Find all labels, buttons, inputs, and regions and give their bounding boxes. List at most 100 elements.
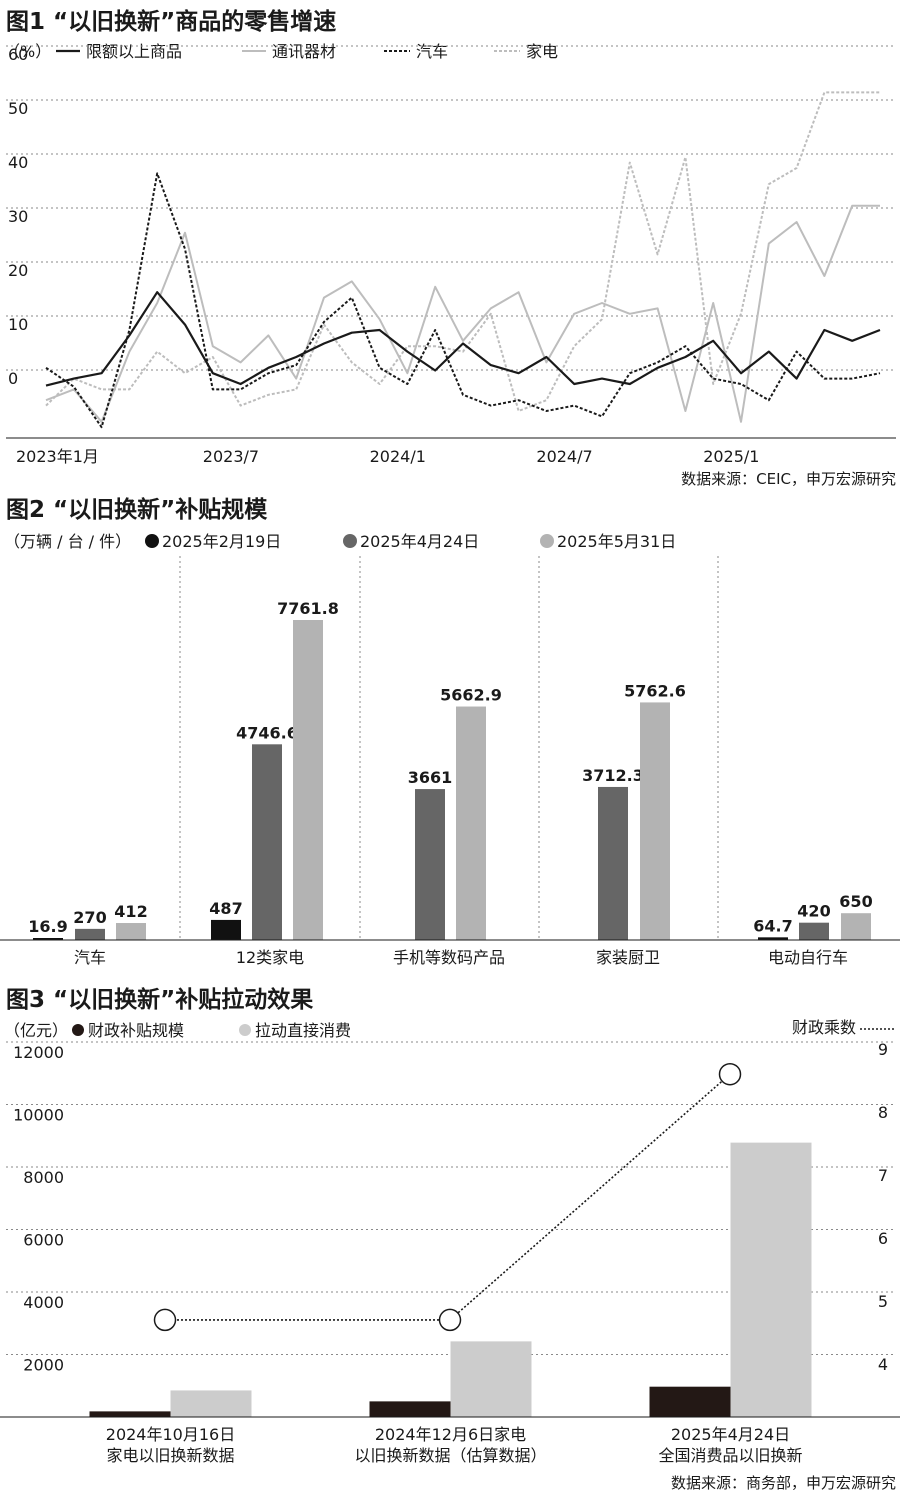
data-label: 420 [797, 902, 830, 921]
figure1-legend: 限额以上商品 通讯器材 汽车 家电 [56, 42, 558, 61]
legend-label-multiplier: 财政乘数 [792, 1018, 856, 1037]
category-label: 2024年12月6日家电 [375, 1425, 526, 1444]
legend-label-retail: 限额以上商品 [86, 42, 182, 61]
figure1: 图1 “以旧换新”商品的零售增速 （%） 限额以上商品 通讯器材 汽车 家电 6… [4, 8, 896, 488]
bar [799, 922, 829, 940]
y-right-tick-label: 6 [878, 1229, 888, 1248]
bar [211, 919, 241, 940]
data-label: 650 [839, 892, 872, 911]
figure2-unit: （万辆 / 台 / 件） [4, 532, 131, 551]
legend-dot-apr24 [343, 534, 357, 548]
multiplier-line [165, 1073, 731, 1321]
series-line-2 [45, 172, 881, 429]
data-label: 412 [114, 902, 147, 921]
legend-label-appliance: 家电 [526, 42, 558, 61]
bar [450, 1341, 532, 1417]
x-tick-label: 2023年1月 [16, 447, 99, 466]
data-label: 487 [209, 899, 242, 918]
bar [730, 1142, 812, 1417]
legend-label-may31: 2025年5月31日 [557, 532, 676, 551]
figure3-y-axis-left: 12000 10000 8000 6000 4000 2000 [13, 1043, 64, 1375]
y-left-tick-label: 10000 [13, 1106, 64, 1125]
category-label: 以旧换新数据（估算数据） [354, 1446, 546, 1465]
y-left-tick-label: 4000 [23, 1293, 64, 1312]
y-tick-label: 30 [8, 207, 28, 226]
figure1-plot-area [45, 91, 881, 429]
figure3-multiplier-line [153, 1062, 742, 1332]
y-right-tick-label: 8 [878, 1103, 888, 1122]
figure2-x-axis: 汽车 12类家电 手机等数码产品 家装厨卫 电动自行车 [74, 948, 848, 967]
data-label: 5762.6 [624, 681, 686, 700]
bar [170, 1390, 252, 1417]
bar [649, 1386, 731, 1417]
figure3-unit: （亿元） [4, 1021, 68, 1040]
data-label: 3661 [408, 768, 453, 787]
figure3-legend: 财政补贴规模 拉动直接消费 财政乘数 [72, 1018, 896, 1040]
figure3: 图3 “以旧换新”补贴拉动效果 （亿元） 财政补贴规模 拉动直接消费 财政乘数 … [0, 986, 900, 1492]
data-label: 3712.3 [582, 766, 644, 785]
legend-dot-may31 [540, 534, 554, 548]
bar [640, 702, 670, 940]
y-right-tick-label: 5 [878, 1292, 888, 1311]
bar [33, 938, 63, 940]
category-label: 12类家电 [236, 948, 304, 967]
bar [841, 913, 871, 940]
data-label: 270 [73, 908, 106, 927]
bar [116, 923, 146, 940]
multiplier-point [438, 1308, 462, 1332]
y-left-tick-label: 6000 [23, 1231, 64, 1250]
bar [369, 1401, 451, 1417]
legend-label-consumption: 拉动直接消费 [255, 1021, 351, 1040]
x-tick-label: 2025/1 [703, 447, 759, 466]
x-tick-label: 2023/7 [203, 447, 259, 466]
y-left-tick-label: 2000 [23, 1356, 64, 1375]
figure1-source: 数据来源：CEIC，申万宏源研究 [681, 470, 896, 488]
figure2-legend: 2025年2月19日 2025年4月24日 2025年5月31日 [145, 532, 676, 551]
figure2-separators [179, 556, 719, 940]
category-label: 2025年4月24日 [671, 1425, 790, 1444]
series-line-0 [45, 291, 881, 387]
y-tick-label: 10 [8, 315, 28, 334]
multiplier-point [718, 1062, 742, 1086]
y-tick-label: 60 [8, 45, 28, 64]
legend-label-apr24: 2025年4月24日 [360, 532, 479, 551]
category-label: 家电以旧换新数据 [106, 1446, 234, 1465]
legend-dot-consumption [239, 1024, 251, 1036]
data-label: 4746.6 [236, 723, 298, 742]
figure2: 图2 “以旧换新”补贴规模 （万辆 / 台 / 件） 2025年2月19日 20… [0, 496, 900, 967]
legend-label-feb19: 2025年2月19日 [162, 532, 281, 551]
y-tick-label: 40 [8, 153, 28, 172]
legend-dot-feb19 [145, 534, 159, 548]
multiplier-point [153, 1308, 177, 1332]
data-label: 16.9 [28, 917, 67, 936]
category-label: 2024年10月16日 [106, 1425, 235, 1444]
bar [758, 937, 788, 940]
figure3-source: 数据来源：商务部，申万宏源研究 [671, 1474, 896, 1492]
bar [415, 789, 445, 940]
x-tick-label: 2024/7 [536, 447, 592, 466]
category-label: 手机等数码产品 [393, 948, 505, 967]
bar [456, 706, 486, 940]
bar [75, 928, 105, 940]
y-right-tick-label: 7 [878, 1166, 888, 1185]
category-label: 电动自行车 [768, 948, 848, 967]
bar [598, 786, 628, 940]
legend-label-telecom: 通讯器材 [272, 42, 336, 61]
category-label: 家装厨卫 [596, 948, 660, 967]
x-tick-label: 2024/1 [370, 447, 426, 466]
bar [89, 1411, 171, 1417]
series-line-3 [45, 91, 880, 412]
category-label: 汽车 [74, 948, 106, 967]
legend-dot-subsidy [72, 1024, 84, 1036]
y-tick-label: 50 [8, 99, 28, 118]
legend-label-auto: 汽车 [416, 42, 448, 61]
figure1-title: 图1 “以旧换新”商品的零售增速 [6, 8, 336, 35]
y-tick-label: 20 [8, 261, 28, 280]
category-label: 全国消费品以旧换新 [658, 1446, 802, 1465]
figure1-x-axis: 2023年1月 2023/7 2024/1 2024/7 2025/1 [16, 447, 759, 466]
y-tick-label: 0 [8, 369, 18, 388]
figure2-title: 图2 “以旧换新”补贴规模 [6, 496, 268, 523]
bar [252, 744, 282, 940]
